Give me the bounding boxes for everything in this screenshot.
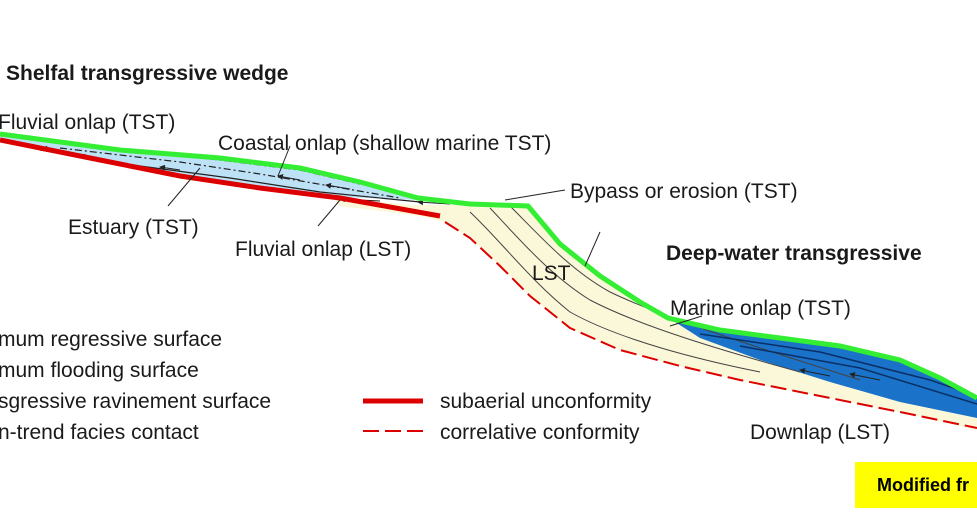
legend-subaerial-unconformity: subaerial unconformity — [440, 390, 652, 413]
lst-wedge — [332, 198, 977, 430]
legend-ravinement-surface: sgressive ravinement surface — [0, 390, 271, 413]
label-estuary: Estuary (TST) — [68, 216, 199, 239]
label-lst: LST — [532, 262, 571, 285]
legend-regressive-surface: mum regressive surface — [0, 328, 222, 351]
flooding-surface-line — [0, 131, 977, 401]
label-bypass: Bypass or erosion (TST) — [570, 180, 798, 203]
credit-badge: Modified fr — [855, 462, 977, 508]
shelf-heading: Shelfal transgressive wedge — [6, 62, 288, 85]
legend-flooding-surface: mum flooding surface — [0, 359, 199, 382]
label-fluvial-onlap-lst: Fluvial onlap (LST) — [235, 238, 411, 261]
deep-heading: Deep-water transgressive — [666, 242, 922, 265]
label-coastal-onlap: Coastal onlap (shallow marine TST) — [218, 132, 551, 155]
label-downlap: Downlap (LST) — [750, 421, 890, 444]
subaerial-unconformity-line — [0, 137, 441, 219]
label-fluvial-onlap-tst: Fluvial onlap (TST) — [0, 111, 175, 134]
leader-lines — [167, 145, 703, 327]
legend-facies-contact: n-trend facies contact — [0, 421, 199, 444]
legend-correlative-conformity: correlative conformity — [440, 421, 640, 444]
label-marine-onlap: Marine onlap (TST) — [670, 297, 851, 320]
correlative-conformity-line — [444, 221, 977, 429]
